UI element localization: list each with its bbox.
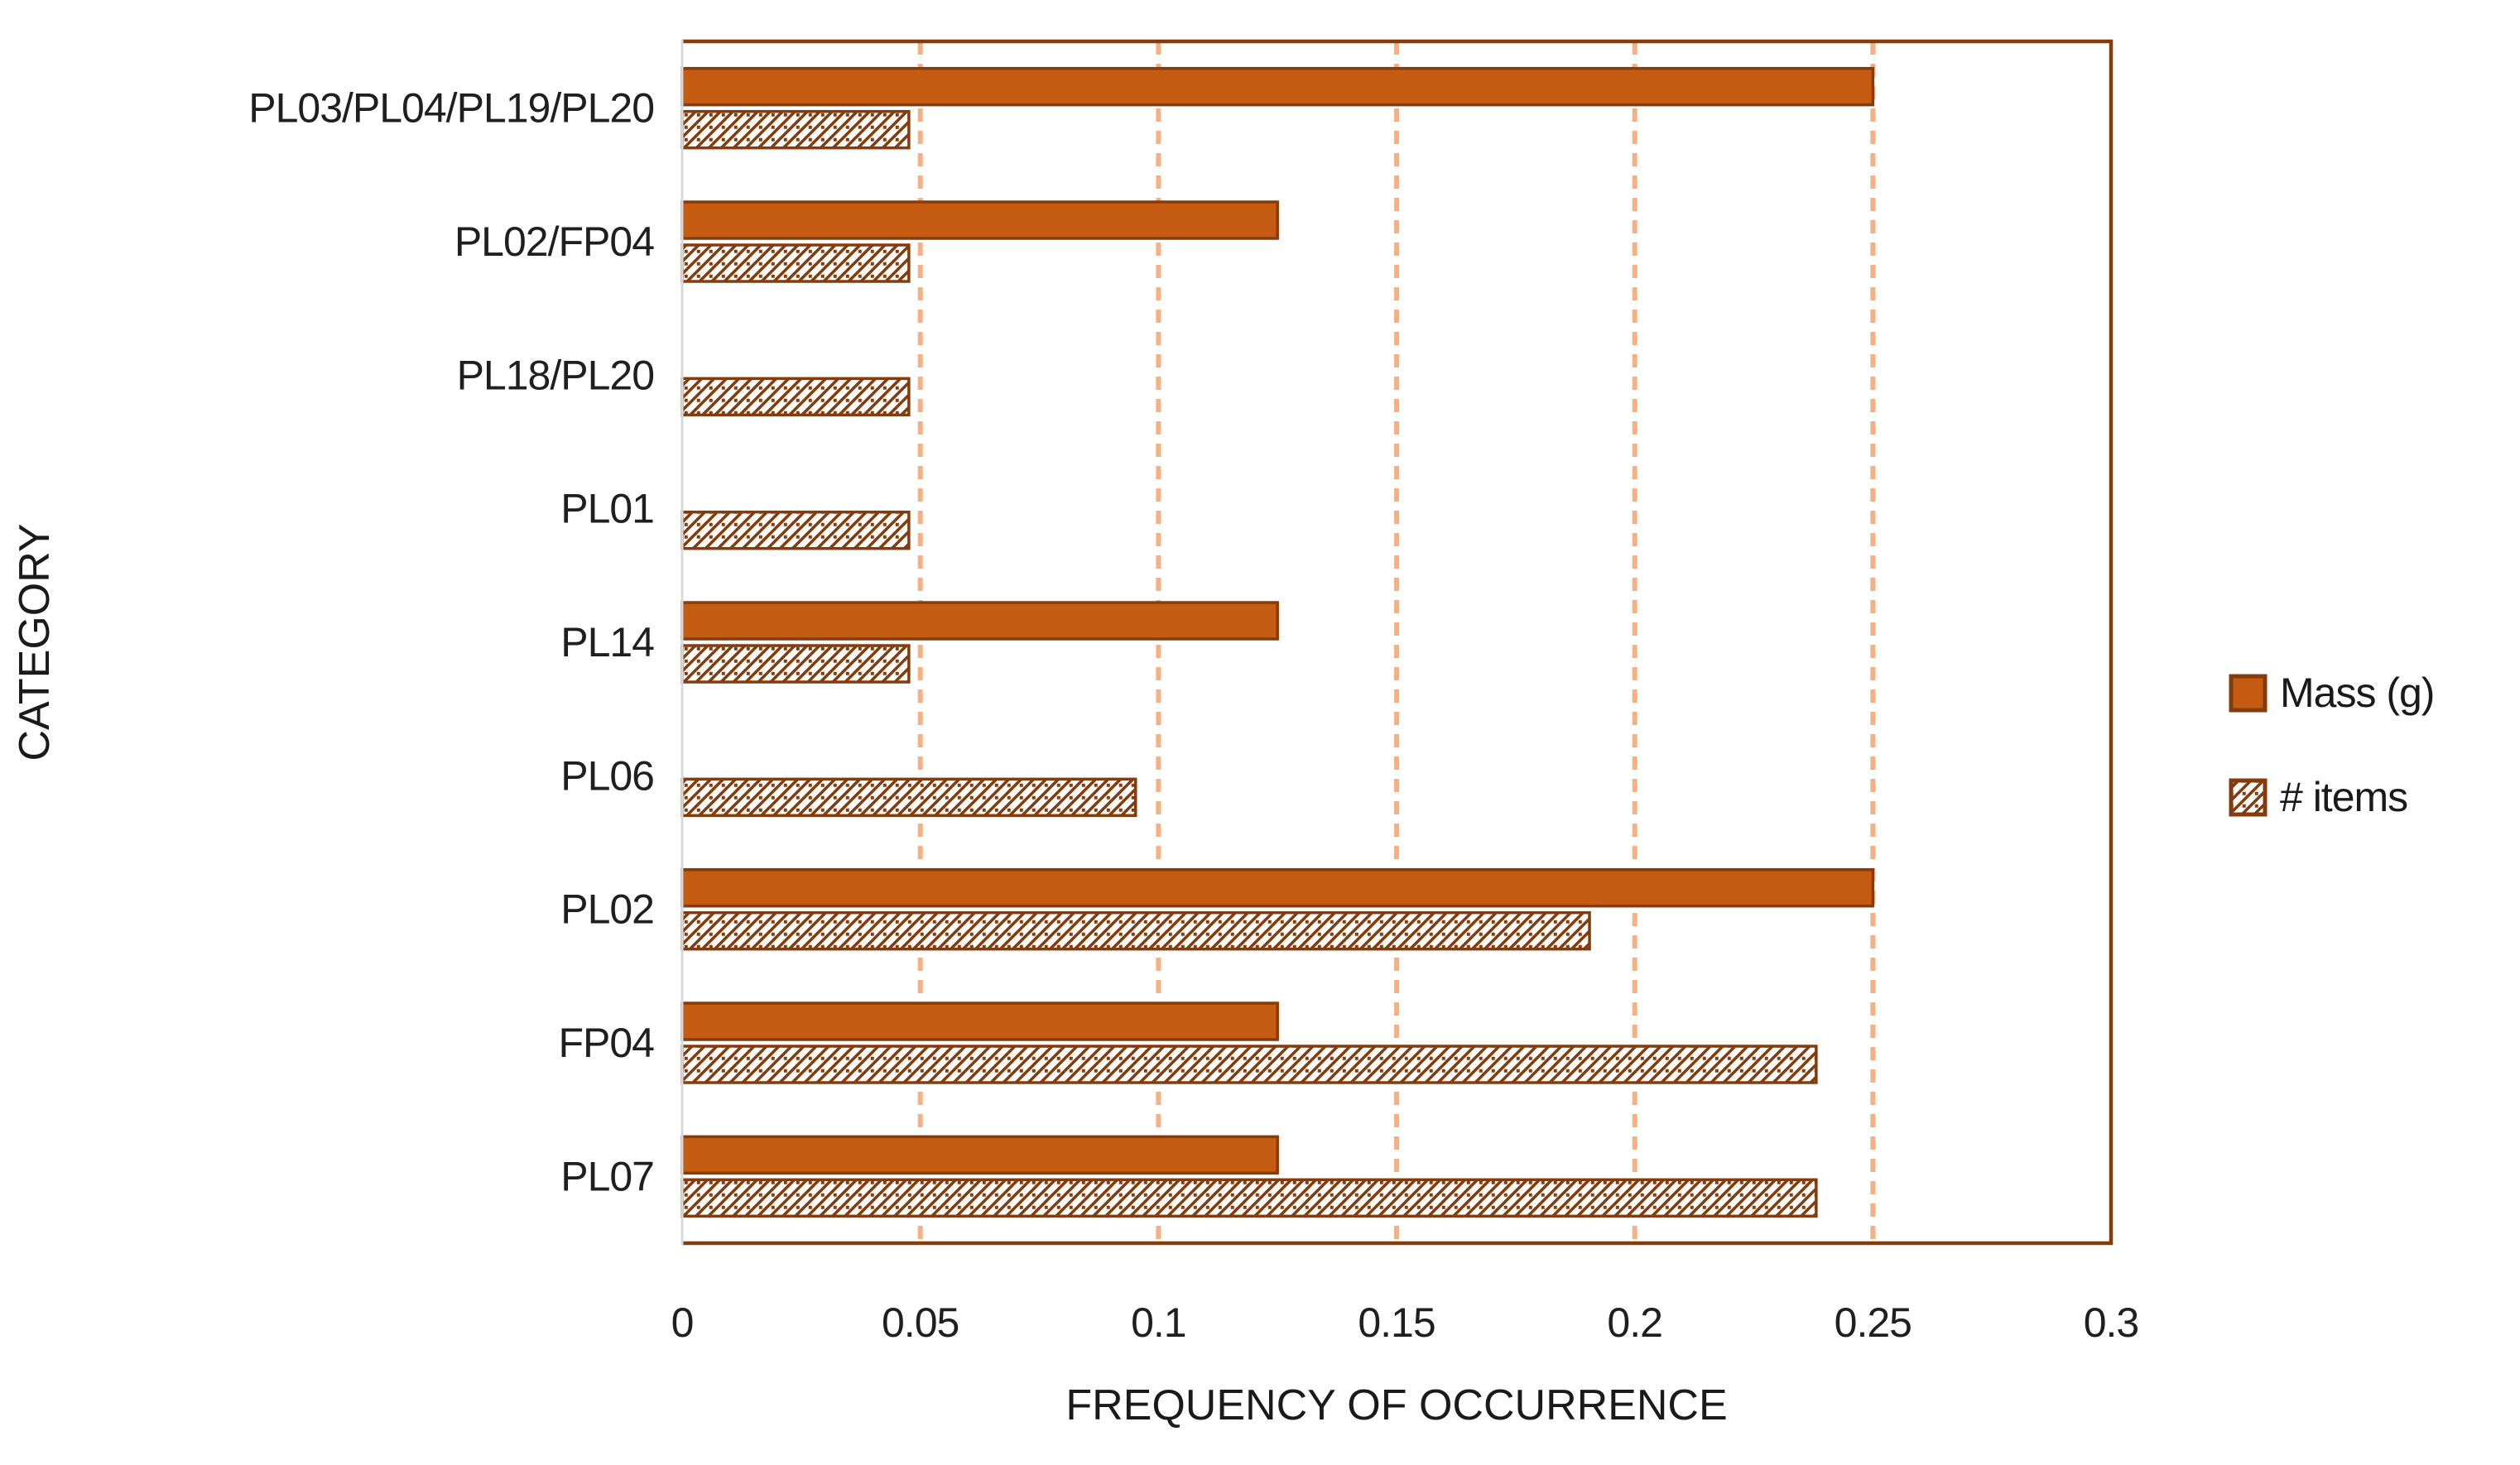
x-tick-label-0.1: 0.1: [1131, 1299, 1186, 1346]
x-tick-label-0.2: 0.2: [1607, 1299, 1662, 1346]
bar-items-1: [680, 243, 911, 283]
category-label-0: PL03/PL04/PL19/PL20: [248, 85, 654, 132]
bar-items-3: [680, 510, 911, 550]
x-tick-label-0: 0: [671, 1299, 694, 1346]
bar-items-7: [680, 1045, 1818, 1084]
x-tick-label-0.15: 0.15: [1358, 1299, 1435, 1346]
bar-items-5: [680, 777, 1137, 818]
legend-item-mass: Mass (g): [2229, 670, 2435, 716]
category-label-4: PL14: [560, 619, 654, 665]
x-axis-title: FREQUENCY OF OCCURRENCE: [1065, 1381, 1728, 1429]
category-label-5: PL06: [560, 752, 654, 799]
bar-items-2: [680, 377, 911, 417]
bar-items-6: [680, 910, 1591, 951]
bar-mass-7: [680, 1001, 1279, 1041]
bar-mass-1: [680, 200, 1279, 240]
x-tick-label-0.3: 0.3: [2084, 1299, 2139, 1346]
bar-mass-8: [680, 1135, 1279, 1175]
bar-items-8: [680, 1178, 1818, 1218]
x-tick-label-0.25: 0.25: [1835, 1299, 1912, 1346]
legend-label-items: # items: [2280, 774, 2408, 820]
items-series-swatch-icon: [2229, 778, 2268, 816]
bar-items-4: [680, 644, 911, 684]
legend-label-mass: Mass (g): [2280, 670, 2435, 716]
legend: Mass (g) # items: [2229, 670, 2435, 879]
category-label-7: FP04: [558, 1020, 654, 1066]
category-label-1: PL02/FP04: [454, 219, 654, 265]
category-label-8: PL07: [560, 1153, 654, 1199]
category-label-6: PL02: [560, 886, 654, 933]
category-label-3: PL01: [560, 486, 654, 532]
mass-series-swatch-icon: [2229, 674, 2268, 712]
bar-mass-0: [680, 66, 1875, 107]
legend-item-items: # items: [2229, 774, 2434, 820]
plot-border: [682, 39, 2114, 1246]
category-label-2: PL18/PL20: [457, 352, 654, 398]
bar-mass-6: [680, 867, 1875, 908]
bar-mass-4: [680, 601, 1279, 641]
bar-items-0: [680, 109, 911, 150]
x-tick-label-0.05: 0.05: [882, 1299, 959, 1346]
